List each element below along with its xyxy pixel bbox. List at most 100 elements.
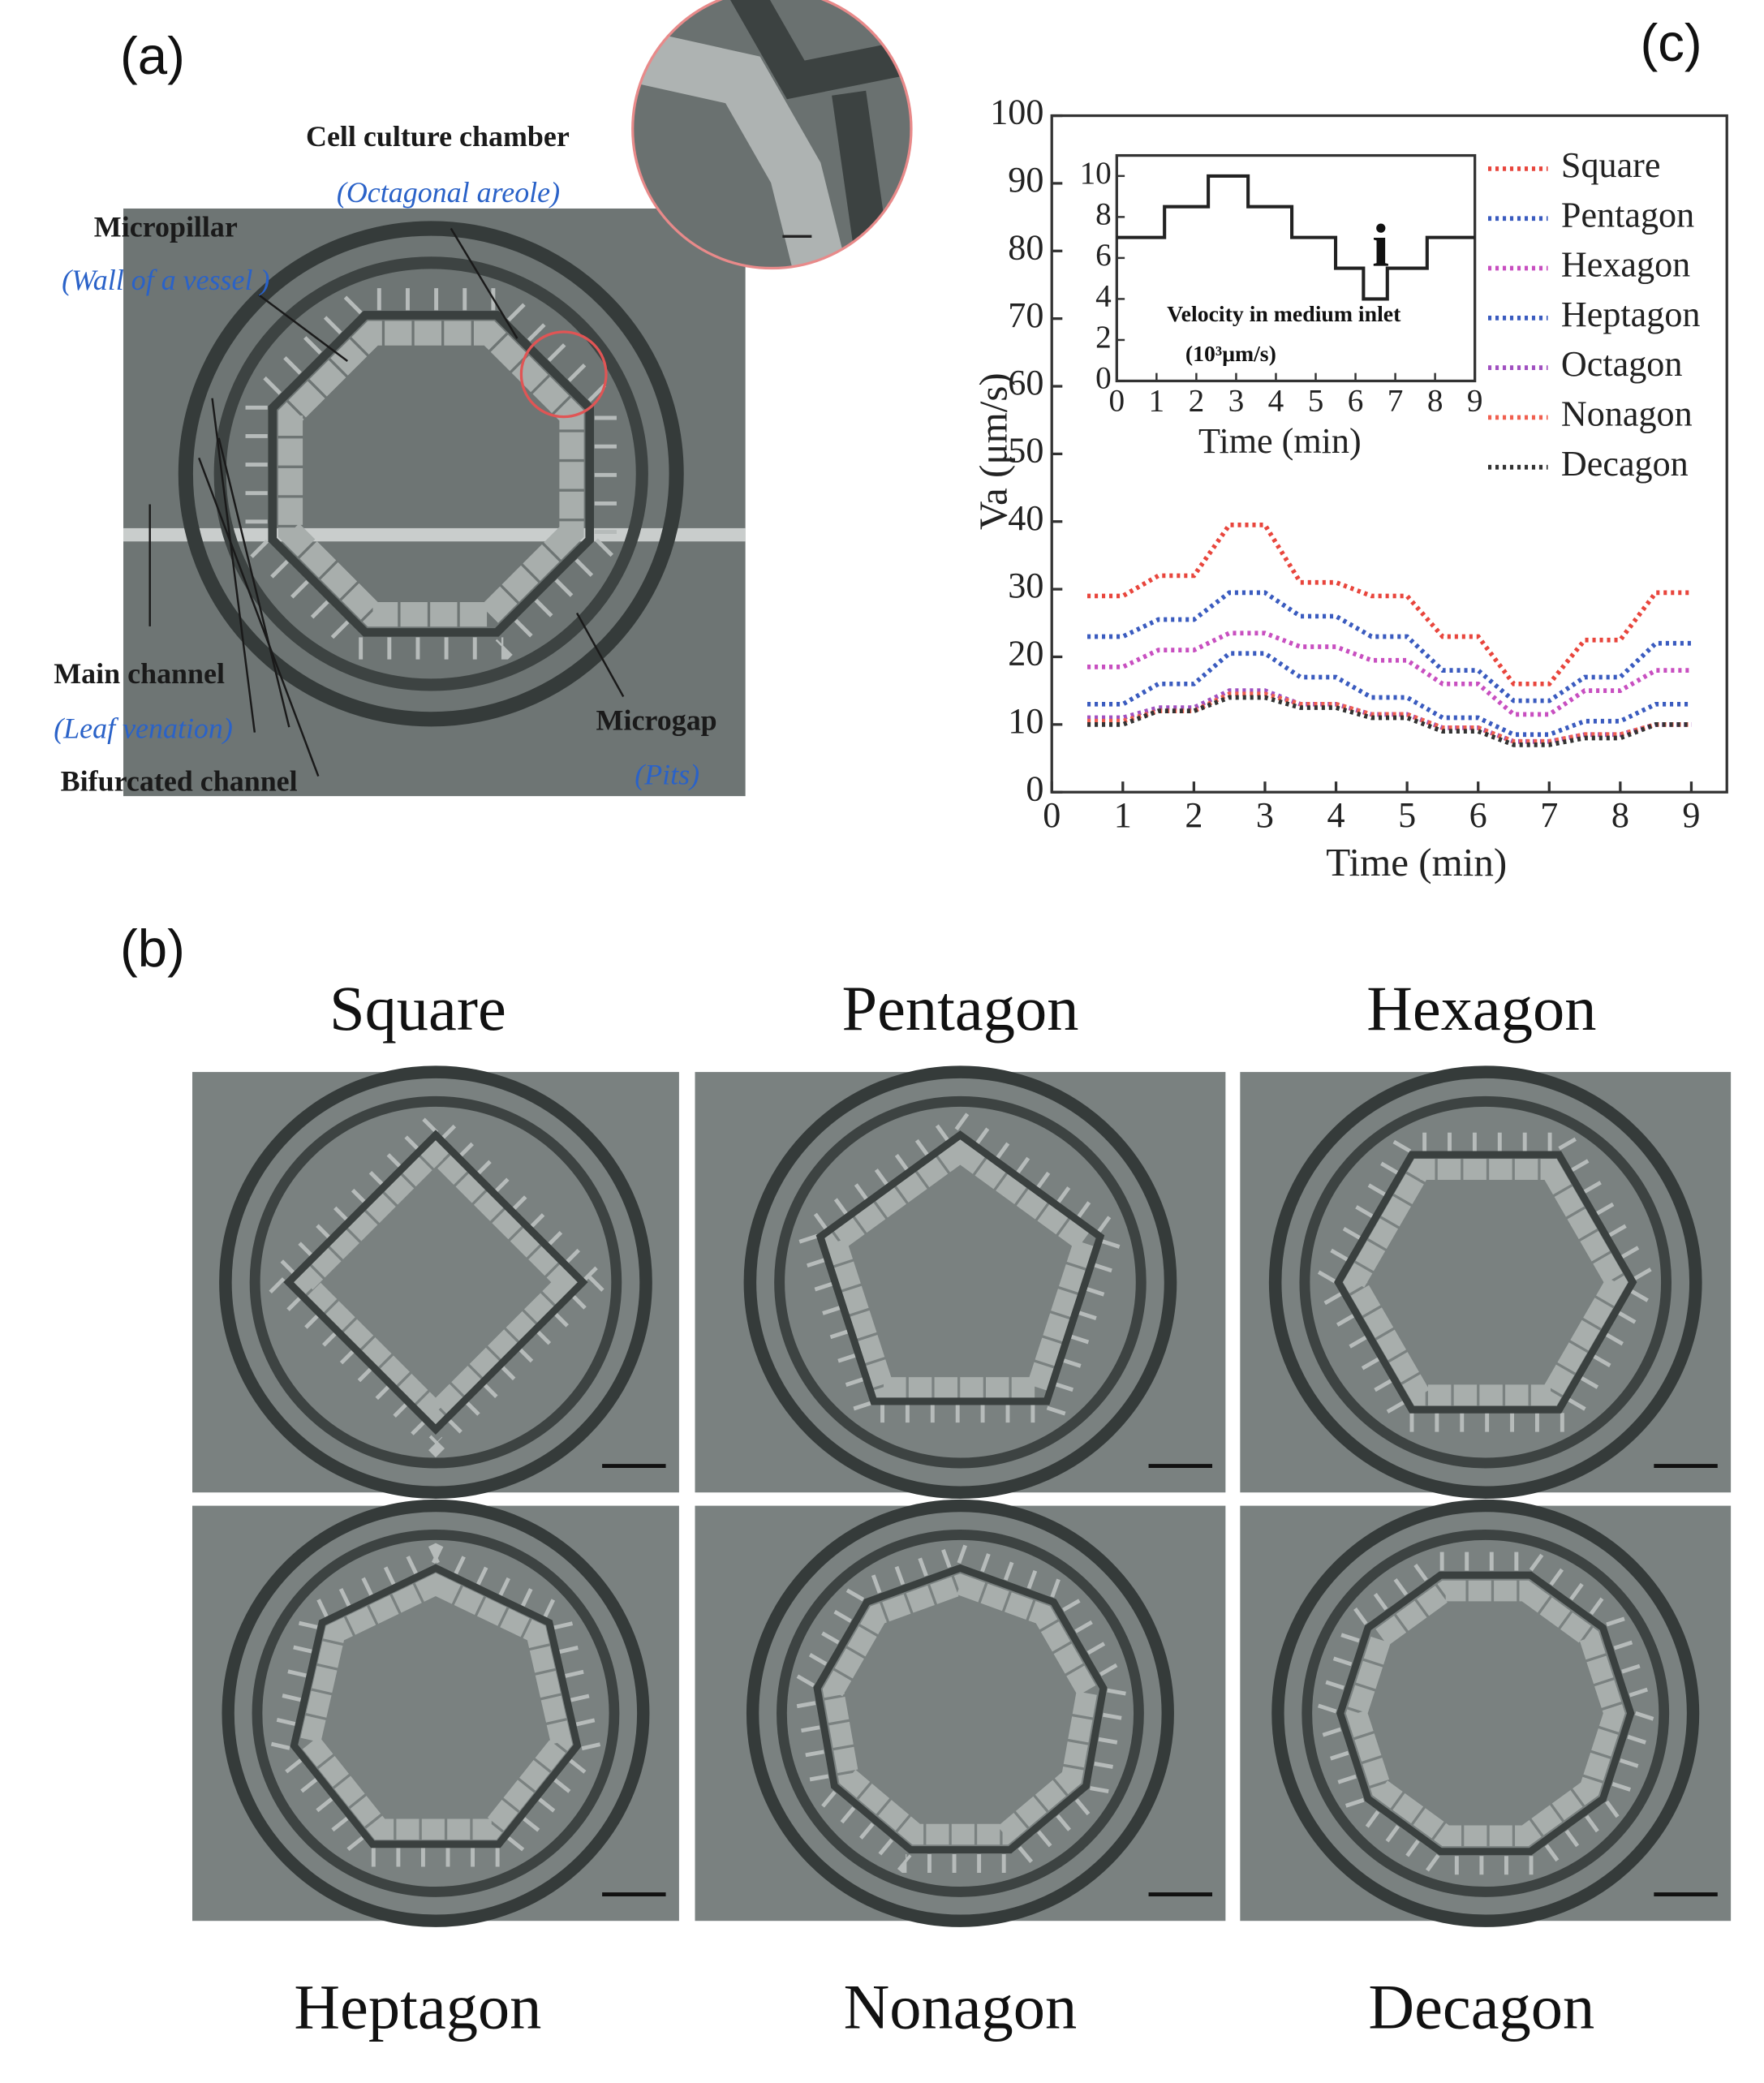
x-tick-label: 9 (1682, 795, 1700, 835)
inner-ring (1301, 1530, 1670, 1897)
x-tick-label: 1 (1114, 795, 1132, 835)
inset-title: Velocity in medium inlet (1167, 302, 1401, 327)
annotation: Cell culture chamber (306, 120, 570, 153)
x-tick-label: 6 (1469, 795, 1487, 835)
series-line (1087, 651, 1692, 738)
outer-ring (222, 1499, 650, 1927)
chamber-wall (1336, 1571, 1635, 1856)
series-line (1087, 688, 1692, 744)
channel-edge (123, 527, 746, 542)
chamber-wall (283, 1130, 588, 1435)
annotation: Bifurcated channel (61, 765, 298, 798)
y-tick-label: 100 (990, 93, 1043, 132)
y-tick-label: 80 (1008, 227, 1043, 267)
zoom-marker (519, 330, 608, 419)
panel-label: (c) (1640, 13, 1702, 72)
x-tick-label: 0 (1043, 795, 1061, 835)
inset-x-tick-label: 5 (1308, 383, 1324, 418)
series-line (1116, 174, 1475, 301)
inset-x-tick-label: 7 (1388, 383, 1404, 418)
inner-ring (774, 1095, 1147, 1469)
tile-label: Nonagon (844, 1972, 1078, 2042)
outer-ring (219, 1065, 652, 1500)
inset-x-tick-label: 6 (1348, 383, 1364, 418)
inset-y-tick-label: 8 (1095, 196, 1112, 231)
inset-y-tick-label: 4 (1095, 278, 1112, 313)
inset-x-tick-label: 9 (1467, 383, 1483, 418)
annotation: (Leaf venation) (54, 712, 233, 744)
chamber-wall (815, 1130, 1105, 1405)
inner-ring (777, 1530, 1144, 1897)
inner-ring (213, 256, 648, 691)
x-tick-label: 4 (1327, 795, 1345, 835)
x-tick-label: 8 (1611, 795, 1629, 835)
tile-bg (1240, 1505, 1732, 1922)
inset-y-tick-label: 0 (1095, 360, 1112, 395)
legend-label: Square (1561, 145, 1661, 185)
legend-label: Pentagon (1561, 195, 1694, 235)
inset-x-tick-label: 1 (1149, 383, 1165, 418)
legend-label: Octagon (1561, 344, 1682, 384)
micropillars (1343, 1159, 1628, 1406)
panel-b: Square Pentagon Hexagon Heptagon Nonagon Deca… (192, 973, 1732, 2042)
series-line (1087, 695, 1692, 747)
series-line (1087, 691, 1692, 744)
inset-x-tick-label: 8 (1427, 383, 1443, 418)
y-tick-label: 0 (1026, 768, 1043, 808)
sem-tile (1240, 1065, 1732, 1500)
y-tick-label: 50 (1008, 431, 1043, 471)
inner-ring (252, 1530, 620, 1897)
y-axis-label: Va (μm/s) (970, 372, 1015, 530)
chamber-wall (268, 311, 595, 637)
x-tick-label: 2 (1185, 795, 1203, 835)
x-tick-label: 7 (1540, 795, 1558, 835)
outer-pillars (793, 1543, 1128, 1873)
annotation: Microgap (596, 704, 717, 736)
tile-label: Hexagon (1366, 973, 1596, 1044)
inset-unit: (10³μm/s) (1185, 342, 1276, 367)
series-line (1087, 630, 1692, 717)
legend-label: Nonagon (1561, 394, 1693, 434)
sem-tile (695, 1065, 1226, 1500)
outer-ring (746, 1499, 1174, 1927)
inset-x-tick-label: 4 (1268, 383, 1284, 418)
y-tick-label: 70 (1008, 295, 1043, 335)
outer-ring (1271, 1499, 1700, 1927)
inset-x-tick-label: 2 (1189, 383, 1205, 418)
inset-marker: i (1372, 213, 1389, 280)
x-axis-label: Time (min) (1326, 840, 1507, 884)
y-tick-label: 30 (1008, 566, 1043, 605)
inset-x-tick-label: 0 (1109, 383, 1125, 418)
annotation: (Wall of a vessel ) (62, 264, 269, 296)
outer-ring (178, 221, 684, 727)
outer-ring (1268, 1065, 1702, 1500)
culture-unit (178, 221, 684, 727)
legend-label: Heptagon (1561, 295, 1701, 334)
y-tick-label: 40 (1008, 498, 1043, 538)
y-tick-label: 20 (1008, 634, 1043, 674)
series-line (1087, 590, 1692, 704)
y-tick-label: 60 (1008, 363, 1043, 402)
y-tick-label: 90 (1008, 160, 1043, 200)
annotation: Main channel (54, 657, 225, 690)
chamber-wall (813, 1564, 1108, 1854)
outer-pillars (260, 1107, 611, 1458)
inset-x-axis-label: Time (min) (1198, 421, 1362, 461)
micropillars (822, 1573, 1099, 1845)
tile-label: Pentagon (841, 973, 1078, 1044)
inner-ring (1299, 1095, 1672, 1469)
inset-y-tick-label: 6 (1095, 238, 1112, 273)
sem-tile (192, 1499, 679, 1927)
inset-y-tick-label: 2 (1095, 320, 1112, 355)
chamber-wall (290, 1564, 582, 1848)
micropillars (299, 1573, 573, 1840)
inset-x-tick-label: 3 (1228, 383, 1245, 418)
panel-label: (b) (120, 919, 185, 978)
inner-ring (249, 1095, 622, 1469)
legend-label: Hexagon (1561, 245, 1690, 285)
x-tick-label: 5 (1398, 795, 1416, 835)
tile-label: Square (329, 973, 506, 1044)
micropillars (824, 1138, 1097, 1399)
